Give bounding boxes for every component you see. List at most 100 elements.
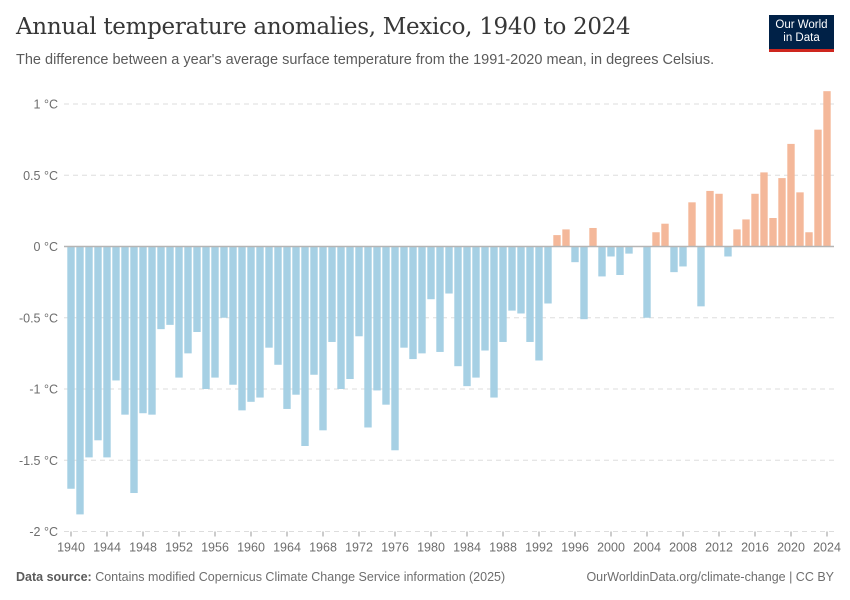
bar-1969[interactable] bbox=[328, 246, 336, 342]
bar-2017[interactable] bbox=[760, 172, 768, 247]
bar-1971[interactable] bbox=[346, 246, 354, 380]
bar-2018[interactable] bbox=[769, 218, 777, 247]
x-tick-label: 2008 bbox=[669, 541, 697, 555]
bar-1961[interactable] bbox=[256, 246, 264, 398]
bar-1951[interactable] bbox=[166, 246, 174, 325]
bar-2021[interactable] bbox=[796, 192, 804, 247]
bar-1960[interactable] bbox=[247, 246, 255, 402]
bar-2006[interactable] bbox=[661, 223, 669, 247]
bar-1972[interactable] bbox=[355, 246, 363, 337]
bar-1954[interactable] bbox=[193, 246, 201, 333]
bar-1991[interactable] bbox=[526, 246, 534, 342]
bar-1978[interactable] bbox=[409, 246, 417, 360]
license-link[interactable]: OurWorldinData.org/climate-change | CC B… bbox=[586, 570, 834, 584]
data-source: Data source: Contains modified Copernicu… bbox=[16, 570, 505, 584]
x-tick-label: 1952 bbox=[165, 541, 193, 555]
bar-1970[interactable] bbox=[337, 246, 345, 390]
owid-logo[interactable]: Our World in Data bbox=[769, 15, 834, 52]
bar-2011[interactable] bbox=[706, 190, 714, 247]
bar-1982[interactable] bbox=[445, 246, 453, 294]
bar-2013[interactable] bbox=[724, 246, 732, 257]
bar-1985[interactable] bbox=[472, 246, 480, 378]
y-tick-label: -0.5 °C bbox=[19, 311, 58, 325]
y-axis: 1 °C 0.5 °C 0 °C -0.5 °C -1 °C -1.5 °C -2 °C bbox=[19, 98, 58, 540]
x-tick-label: 1996 bbox=[561, 541, 589, 555]
bar-1948[interactable] bbox=[139, 246, 147, 414]
bar-1981[interactable] bbox=[436, 246, 444, 352]
bar-1997[interactable] bbox=[580, 246, 588, 320]
bar-1957[interactable] bbox=[220, 246, 228, 318]
x-tick-label: 1972 bbox=[345, 541, 373, 555]
bar-1953[interactable] bbox=[184, 246, 192, 354]
bar-1944[interactable] bbox=[103, 246, 111, 458]
x-tick-label: 1964 bbox=[273, 541, 301, 555]
bar-1977[interactable] bbox=[400, 246, 408, 348]
bar-1996[interactable] bbox=[571, 246, 579, 263]
bar-1992[interactable] bbox=[535, 246, 543, 361]
bar-1963[interactable] bbox=[274, 246, 282, 365]
bar-1987[interactable] bbox=[490, 246, 498, 398]
bar-1998[interactable] bbox=[589, 227, 597, 247]
bar-1958[interactable] bbox=[229, 246, 237, 385]
bar-1965[interactable] bbox=[292, 246, 300, 395]
bar-1952[interactable] bbox=[175, 246, 183, 378]
bar-1967[interactable] bbox=[310, 246, 318, 375]
x-tick-label: 2000 bbox=[597, 541, 625, 555]
bar-2005[interactable] bbox=[652, 232, 660, 247]
bar-1964[interactable] bbox=[283, 246, 291, 409]
bar-2007[interactable] bbox=[670, 246, 678, 273]
bar-2019[interactable] bbox=[778, 178, 786, 247]
bar-2001[interactable] bbox=[616, 246, 624, 276]
bar-2022[interactable] bbox=[805, 232, 813, 247]
bar-1995[interactable] bbox=[562, 229, 570, 247]
bar-2010[interactable] bbox=[697, 246, 705, 307]
bar-1993[interactable] bbox=[544, 246, 552, 304]
bar-1988[interactable] bbox=[499, 246, 507, 342]
x-tick-label: 1992 bbox=[525, 541, 553, 555]
bar-1989[interactable] bbox=[508, 246, 516, 311]
bar-2023[interactable] bbox=[814, 129, 822, 247]
bar-1975[interactable] bbox=[382, 246, 390, 405]
bar-1955[interactable] bbox=[202, 246, 210, 390]
bar-1942[interactable] bbox=[85, 246, 93, 458]
bar-1962[interactable] bbox=[265, 246, 273, 348]
bar-1946[interactable] bbox=[121, 246, 129, 415]
bar-2000[interactable] bbox=[607, 246, 615, 257]
bar-1945[interactable] bbox=[112, 246, 120, 381]
bar-1983[interactable] bbox=[454, 246, 462, 367]
bar-1966[interactable] bbox=[301, 246, 309, 447]
bar-1984[interactable] bbox=[463, 246, 471, 387]
bar-1941[interactable] bbox=[76, 246, 84, 515]
bar-1973[interactable] bbox=[364, 246, 372, 428]
bar-1959[interactable] bbox=[238, 246, 246, 411]
bar-2012[interactable] bbox=[715, 193, 723, 247]
bar-2024[interactable] bbox=[823, 91, 831, 247]
bar-2015[interactable] bbox=[742, 219, 750, 247]
bar-1949[interactable] bbox=[148, 246, 156, 415]
bar-1994[interactable] bbox=[553, 235, 561, 247]
bar-2020[interactable] bbox=[787, 143, 795, 247]
bar-1974[interactable] bbox=[373, 246, 381, 391]
bar-1990[interactable] bbox=[517, 246, 525, 314]
bar-2008[interactable] bbox=[679, 246, 687, 267]
bar-1980[interactable] bbox=[427, 246, 435, 300]
bar-1947[interactable] bbox=[130, 246, 138, 494]
bar-2016[interactable] bbox=[751, 193, 759, 247]
bar-1986[interactable] bbox=[481, 246, 489, 351]
bar-1940[interactable] bbox=[67, 246, 75, 489]
bar-2014[interactable] bbox=[733, 229, 741, 247]
bar-1968[interactable] bbox=[319, 246, 327, 431]
bar-1979[interactable] bbox=[418, 246, 426, 354]
bar-2004[interactable] bbox=[643, 246, 651, 318]
bar-1950[interactable] bbox=[157, 246, 165, 330]
bar-1956[interactable] bbox=[211, 246, 219, 378]
y-tick-label: -2 °C bbox=[29, 525, 58, 539]
chart-subtitle: The difference between a year's average … bbox=[16, 52, 715, 68]
bar-1976[interactable] bbox=[391, 246, 399, 451]
bar-1999[interactable] bbox=[598, 246, 606, 277]
x-tick-label: 1944 bbox=[93, 541, 121, 555]
bar-2002[interactable] bbox=[625, 246, 633, 254]
y-tick-label: -1 °C bbox=[29, 383, 58, 397]
bar-2009[interactable] bbox=[688, 202, 696, 247]
bar-1943[interactable] bbox=[94, 246, 102, 441]
